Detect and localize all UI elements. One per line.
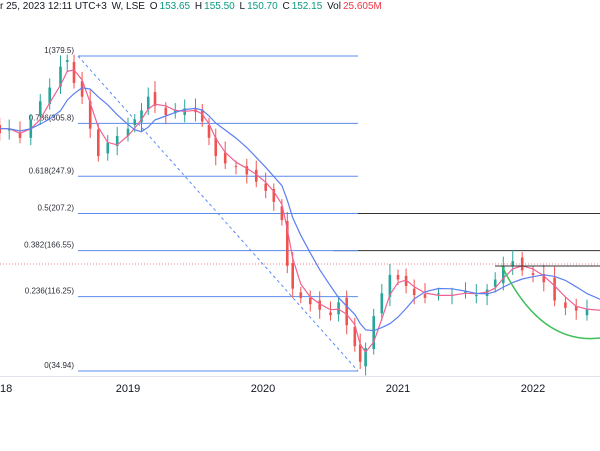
candle-body [564,302,567,308]
candle-body [520,257,524,271]
time-axis-tick: 2019 [115,383,141,395]
time-axis-tick: 2022 [520,383,546,395]
candle-body [574,306,578,311]
time-axis-tick: 2020 [250,383,276,395]
candle-body [214,137,218,157]
time-axis[interactable]: 18 2019 2020 2021 2022 [0,376,600,451]
candle-body [88,101,92,129]
candle-body [364,348,367,367]
candle-body [97,129,100,157]
time-axis-tick: 18 [0,383,13,395]
candle-body [493,279,497,287]
candle-body [286,221,289,266]
candle-body [464,291,467,294]
candle-body [475,295,478,297]
candle-body [223,152,227,164]
candle-body [380,293,384,314]
candle-body [140,110,143,123]
high-label: H [194,1,203,12]
candle-body [318,300,321,310]
fib-trend-line [77,55,359,372]
candle-body [18,132,22,138]
price-chart[interactable]: 1(379.5)0.786(305.8)0.618(247.9)0.5(207.… [0,0,600,376]
fib-level-label: 0.382(166.55) [24,241,74,250]
candle-body [329,312,332,316]
candle-body [299,292,303,298]
candle-body [280,206,284,221]
time-axis-tick: 2021 [385,383,411,395]
candle-body [437,293,440,295]
candle-body [502,265,505,284]
candle-body [542,274,546,283]
volume-label: Vol [327,1,341,12]
candle-body [133,119,137,126]
candle-body [59,66,62,87]
candle-body [80,81,84,97]
candle-body [200,109,204,122]
header-date: r 25, 2023 12:11 UTC+3 [0,1,107,12]
open-value: 153.65 [159,1,191,12]
moving-average-fast [0,69,600,354]
close-value: 152.15 [291,1,323,12]
candle-body [38,101,42,116]
high-value: 155.50 [204,1,235,12]
header-symbol: W, LSE [111,1,145,12]
candle-body [531,273,535,275]
candle-body [48,87,51,104]
candle-body [396,274,400,280]
fib-level-label: 0.618(247.9) [29,166,75,175]
candle-body [404,275,408,286]
volume-value: 25.605M [342,1,382,12]
candle-body [106,142,110,154]
fib-level-label: 0.5(207.2) [38,204,75,213]
candle-body [153,92,157,106]
low-label: L [239,1,246,12]
candle-body [353,327,357,347]
candle-body [345,297,348,326]
candle-body [412,288,416,296]
candle-body [372,316,375,350]
candle-body [337,302,340,315]
candle-body [7,128,11,131]
candle-body [358,344,362,362]
open-label: O [149,1,158,12]
candle-body [115,135,119,147]
candle-body [126,128,130,136]
candle-body [272,189,276,202]
moving-average-slow [0,87,600,332]
fib-level-label: 1(379.5) [44,46,74,55]
low-value: 150.70 [247,1,278,12]
candle-body [72,61,76,83]
close-label: C [282,1,290,12]
candle-body [264,183,267,191]
candle-body [423,294,427,298]
candle-body [254,169,258,182]
fib-level-label: 0.236(116.25) [25,287,75,296]
candle-body [234,166,238,168]
candle-body [308,297,312,305]
candle-body [164,107,168,115]
fib-level-label: 0(34.94) [44,361,74,370]
candle-body [291,263,294,289]
arc-drawing [501,265,600,340]
candle-body [485,289,489,296]
candle-body [585,308,589,316]
candle-body [146,96,150,110]
candle-body [388,274,392,297]
candle-body [207,125,211,138]
candle-body [245,166,249,175]
candle-body [511,261,515,266]
candle-body [553,277,556,301]
candle-body [65,60,69,62]
